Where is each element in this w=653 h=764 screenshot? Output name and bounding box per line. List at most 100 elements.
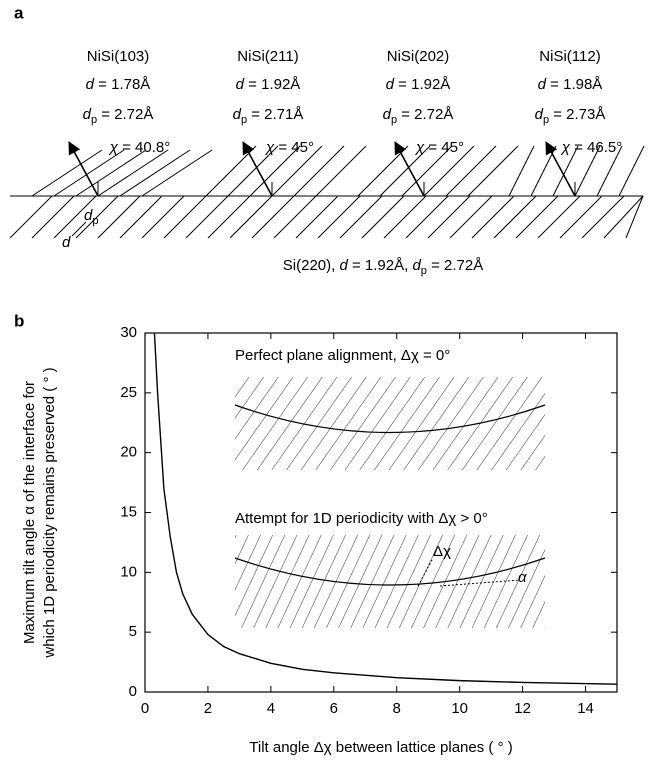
x-axis-label: Tilt angle Δχ between lattice planes ( °…: [249, 739, 512, 756]
hatch-line: [75, 195, 119, 239]
value: = 1.78Å: [94, 76, 150, 93]
chi-label: χ = 40.8°: [108, 139, 171, 156]
inset-guide: [417, 559, 433, 587]
hatch-line: [295, 195, 339, 239]
hatch-line: [537, 195, 581, 239]
symbol: d: [535, 106, 544, 123]
x-tick-label: 10: [451, 700, 468, 717]
hatch-line: [251, 195, 295, 239]
y-tick-label: 10: [120, 563, 137, 580]
symbol: d: [538, 76, 547, 93]
hatch-line: [163, 195, 207, 239]
inset-hatch: [235, 377, 545, 470]
hatch-line: [603, 195, 644, 239]
dp-label: dp = 2.73Å: [535, 106, 606, 126]
normal-arrow: [394, 141, 425, 197]
hatch-line: [552, 145, 579, 197]
hatch-line: [97, 195, 141, 239]
substrate-label: Si(220), d = 1.92Å, dp = 2.72Å: [283, 257, 483, 277]
label-part: = 2.72Å: [427, 257, 483, 274]
label-part: = 1.92Å,: [348, 257, 413, 274]
hatch-line: [449, 195, 493, 239]
annotation: Δχ: [433, 543, 451, 560]
hatch-line: [273, 195, 317, 239]
chi-label: χ = 45°: [264, 139, 314, 156]
phase-name: NiSi(202): [387, 48, 450, 65]
hatch-line: [53, 149, 125, 197]
hatch-line: [339, 195, 383, 239]
symbol: d: [383, 106, 392, 123]
hatch-line: [119, 195, 163, 239]
hatch-line: [249, 145, 301, 197]
y-axis-label: Maximum tilt angle α of the interface fo…: [21, 381, 38, 644]
d-label: d = 1.92Å: [236, 76, 301, 93]
hatch-line: [401, 145, 453, 197]
symbol: d: [86, 76, 95, 93]
x-tick-label: 8: [393, 700, 401, 717]
hatch-line: [361, 195, 405, 239]
hatch-line: [596, 145, 623, 197]
x-tick-label: 6: [330, 700, 338, 717]
dp-label: dp = 2.71Å: [233, 106, 304, 126]
hatch-line: [383, 195, 427, 239]
phase-name: NiSi(211): [237, 48, 298, 65]
hatch-line: [229, 195, 273, 239]
symbol: d: [84, 207, 93, 224]
hatch-line: [471, 195, 515, 239]
spacing-label: dp: [84, 207, 98, 227]
hatch-line: [9, 195, 53, 239]
dp-label: dp = 2.72Å: [83, 106, 154, 126]
hatch-line: [31, 195, 75, 239]
hatch-line: [293, 145, 345, 197]
symbol: d: [83, 106, 92, 123]
label-part: p: [421, 265, 427, 277]
symbol: χ: [108, 139, 119, 156]
annotation: Attempt for 1D periodicity with Δχ > 0°: [235, 510, 488, 527]
label-part: d: [339, 257, 348, 274]
panel-b: 0 2 4 6 8 10 12 14 0 5 10 15 20 25 30 Tilt angle Δχ bet…: [21, 324, 618, 756]
dp-label: dp = 2.72Å: [383, 106, 454, 126]
value: = 40.8°: [118, 139, 170, 156]
subscript: p: [241, 114, 247, 126]
inset-hatch: [235, 535, 545, 628]
chi-label: χ = 46.5°: [560, 139, 623, 156]
value: = 2.73Å: [549, 106, 605, 123]
d-label: d = 1.98Å: [538, 76, 603, 93]
hatch-line: [53, 195, 97, 239]
hatch-line: [618, 145, 645, 197]
hatch-line: [185, 195, 229, 239]
hatch-line: [75, 149, 147, 197]
symbol: d: [236, 76, 245, 93]
subscript: p: [543, 114, 549, 126]
label-part: d: [412, 257, 421, 274]
hatch-line: [271, 145, 323, 197]
hatch-line: [141, 149, 213, 197]
hatch-line: [227, 145, 279, 197]
x-tick-label: 12: [514, 700, 531, 717]
hatch-line: [508, 145, 535, 197]
value: = 2.72Å: [97, 106, 153, 123]
inset-interface: [234, 557, 546, 586]
x-tick-label: 0: [141, 700, 149, 717]
hatch-line: [405, 195, 449, 239]
value: = 45°: [274, 139, 314, 156]
inset-guide: [439, 579, 521, 587]
curve: [153, 332, 618, 685]
symbol: χ: [264, 139, 275, 156]
y-axis-label: which 1D periodicity remains preserved (…: [41, 367, 58, 658]
phase-name: NiSi(103): [87, 48, 150, 65]
hatch-line: [559, 195, 603, 239]
value: = 1.92Å: [394, 76, 450, 93]
spacing-label: d: [62, 234, 71, 251]
hatch-line: [315, 145, 367, 197]
hatch-line: [445, 145, 497, 197]
hatch-line: [141, 195, 185, 239]
hatch-line: [427, 195, 471, 239]
hatch-line: [119, 149, 191, 197]
d-label: d = 1.92Å: [386, 76, 451, 93]
hatch-line: [207, 195, 251, 239]
value: = 1.98Å: [546, 76, 602, 93]
hatch-line: [515, 195, 559, 239]
phase-name: NiSi(112): [539, 48, 600, 65]
subscript: p: [391, 114, 397, 126]
